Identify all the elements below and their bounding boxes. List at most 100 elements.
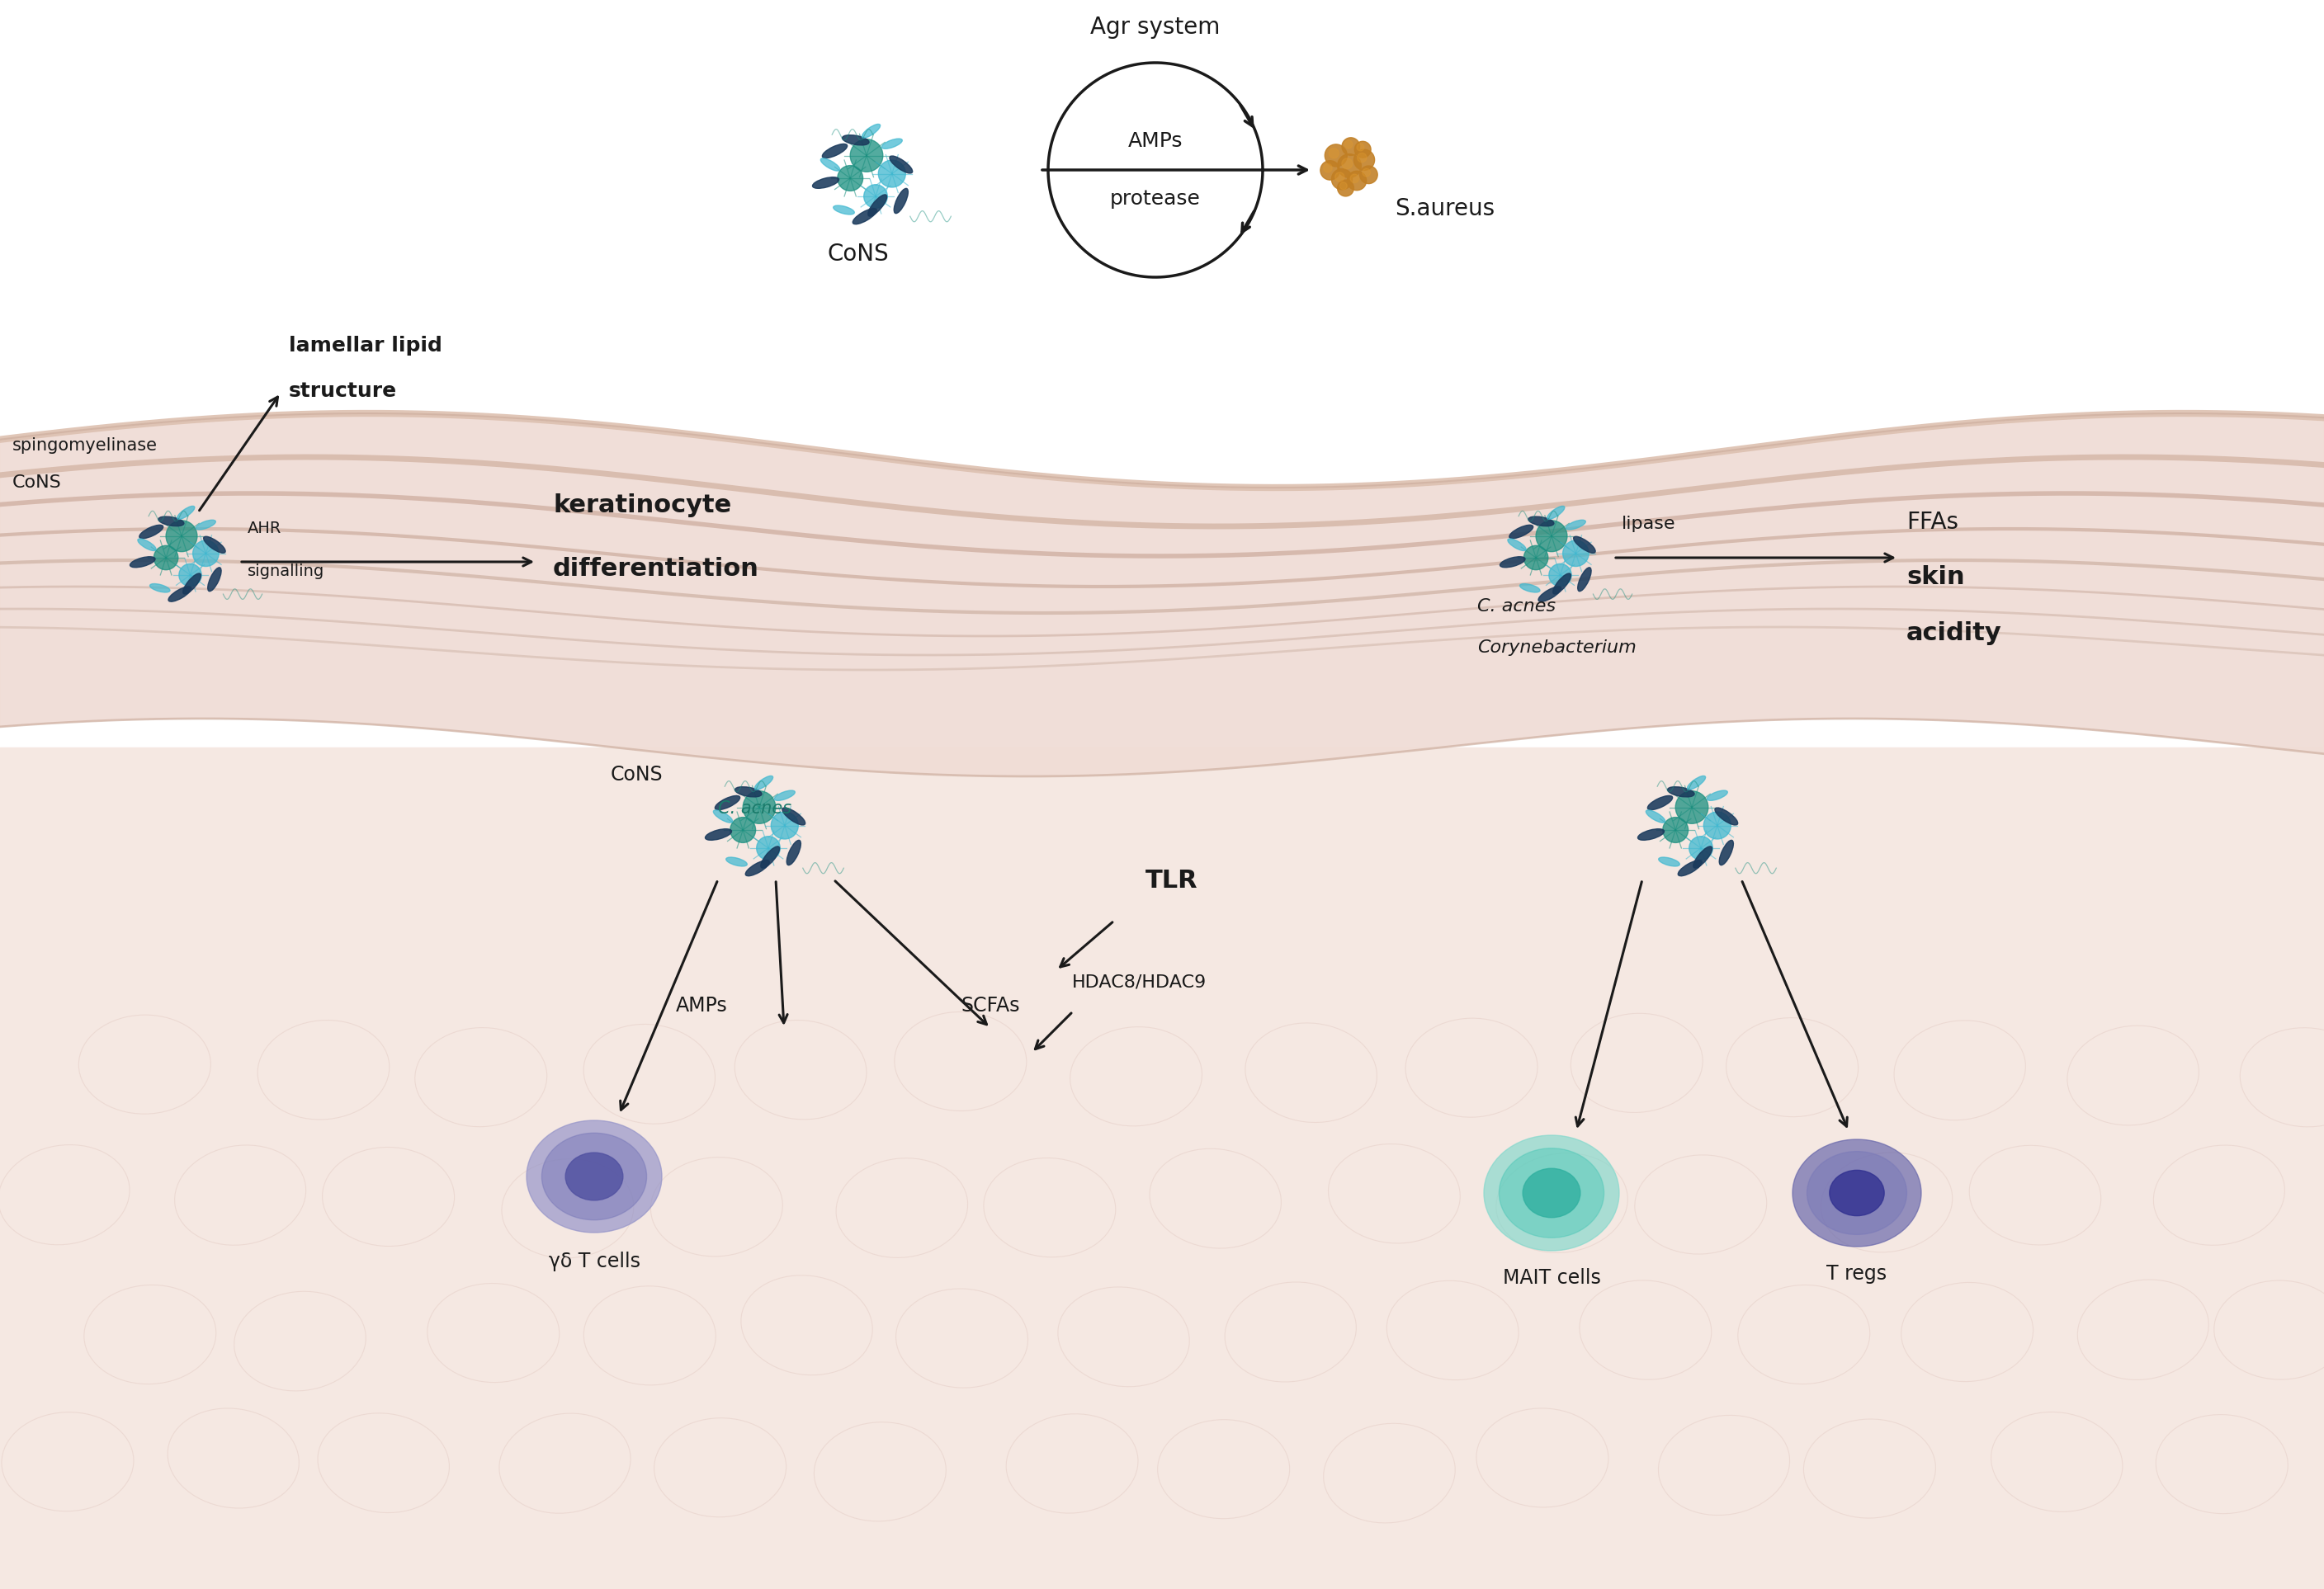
Text: FFAs: FFAs — [1906, 510, 1959, 534]
Text: HDAC8/HDAC9: HDAC8/HDAC9 — [1071, 974, 1206, 990]
Ellipse shape — [1499, 1149, 1604, 1238]
Text: MAIT cells: MAIT cells — [1504, 1268, 1601, 1287]
Circle shape — [1350, 175, 1360, 183]
Ellipse shape — [783, 807, 804, 825]
Text: Agr system: Agr system — [1090, 16, 1220, 38]
Ellipse shape — [823, 145, 848, 157]
Text: CoNS: CoNS — [12, 475, 63, 491]
Text: protease: protease — [1111, 189, 1202, 208]
Text: C. acnes: C. acnes — [1478, 597, 1555, 615]
Ellipse shape — [853, 208, 876, 224]
Ellipse shape — [1538, 586, 1562, 602]
Ellipse shape — [1566, 520, 1585, 529]
Ellipse shape — [1669, 787, 1694, 798]
Circle shape — [1348, 172, 1367, 191]
Ellipse shape — [716, 796, 739, 810]
Circle shape — [1332, 168, 1353, 189]
Ellipse shape — [1578, 567, 1592, 591]
Ellipse shape — [541, 1133, 646, 1220]
Circle shape — [1320, 160, 1339, 180]
Ellipse shape — [137, 539, 156, 551]
Circle shape — [1525, 545, 1548, 570]
Ellipse shape — [734, 787, 762, 798]
Ellipse shape — [1648, 796, 1673, 810]
Circle shape — [1355, 149, 1373, 170]
Ellipse shape — [1829, 1170, 1885, 1216]
Ellipse shape — [834, 205, 855, 215]
Circle shape — [1360, 165, 1378, 184]
Ellipse shape — [1552, 574, 1571, 594]
Circle shape — [730, 817, 755, 842]
Circle shape — [179, 564, 202, 586]
Ellipse shape — [760, 847, 779, 868]
Ellipse shape — [167, 586, 191, 602]
Ellipse shape — [205, 537, 225, 553]
Circle shape — [1357, 143, 1364, 151]
Circle shape — [1339, 183, 1348, 189]
Text: differentiation: differentiation — [553, 556, 760, 582]
Ellipse shape — [139, 524, 163, 539]
Text: keratinocyte: keratinocyte — [553, 493, 732, 518]
Circle shape — [1346, 140, 1353, 148]
Ellipse shape — [774, 790, 795, 801]
Circle shape — [772, 812, 799, 839]
Ellipse shape — [528, 1120, 662, 1233]
Ellipse shape — [704, 829, 732, 841]
Ellipse shape — [788, 841, 802, 864]
Ellipse shape — [813, 176, 839, 189]
Circle shape — [1562, 540, 1590, 566]
Text: skin: skin — [1906, 566, 1964, 590]
Ellipse shape — [1678, 860, 1701, 876]
Circle shape — [1325, 145, 1348, 167]
Ellipse shape — [1508, 524, 1534, 539]
Text: AMPs: AMPs — [1127, 132, 1183, 151]
Circle shape — [1362, 168, 1371, 176]
Ellipse shape — [881, 138, 902, 149]
Ellipse shape — [1715, 807, 1738, 825]
Ellipse shape — [207, 567, 221, 591]
Text: acidity: acidity — [1906, 621, 2001, 645]
Text: spingomyelinase: spingomyelinase — [12, 437, 158, 454]
Circle shape — [1336, 180, 1355, 197]
Circle shape — [193, 540, 218, 566]
Ellipse shape — [755, 775, 774, 790]
Text: lamellar lipid: lamellar lipid — [288, 335, 442, 356]
Ellipse shape — [130, 556, 156, 567]
Text: T regs: T regs — [1827, 1263, 1887, 1284]
Ellipse shape — [184, 574, 200, 594]
Ellipse shape — [195, 520, 216, 529]
Circle shape — [1703, 812, 1731, 839]
Circle shape — [165, 521, 198, 551]
Text: S.aureus: S.aureus — [1394, 197, 1494, 221]
Ellipse shape — [1548, 505, 1564, 520]
Circle shape — [1336, 154, 1362, 178]
Text: γδ T cells: γδ T cells — [548, 1252, 639, 1271]
Circle shape — [865, 184, 888, 208]
Ellipse shape — [820, 159, 839, 172]
Ellipse shape — [869, 194, 888, 216]
Ellipse shape — [862, 124, 881, 138]
Circle shape — [1329, 148, 1339, 159]
Ellipse shape — [725, 856, 746, 866]
Circle shape — [1334, 172, 1343, 181]
Ellipse shape — [1483, 1135, 1620, 1251]
Circle shape — [1357, 153, 1367, 162]
Circle shape — [1355, 141, 1371, 157]
Circle shape — [1690, 836, 1713, 860]
Circle shape — [758, 836, 781, 860]
Ellipse shape — [177, 505, 195, 520]
Ellipse shape — [1508, 539, 1527, 551]
Ellipse shape — [890, 156, 913, 173]
Text: CoNS: CoNS — [611, 764, 662, 785]
Ellipse shape — [841, 135, 869, 145]
Ellipse shape — [713, 810, 732, 823]
Circle shape — [1536, 521, 1566, 551]
Circle shape — [851, 140, 883, 172]
Ellipse shape — [1573, 537, 1594, 553]
Ellipse shape — [1720, 841, 1734, 864]
Ellipse shape — [1499, 556, 1525, 567]
Ellipse shape — [1792, 1139, 1922, 1247]
Ellipse shape — [1706, 790, 1727, 801]
Ellipse shape — [1638, 829, 1664, 841]
Ellipse shape — [1659, 856, 1680, 866]
